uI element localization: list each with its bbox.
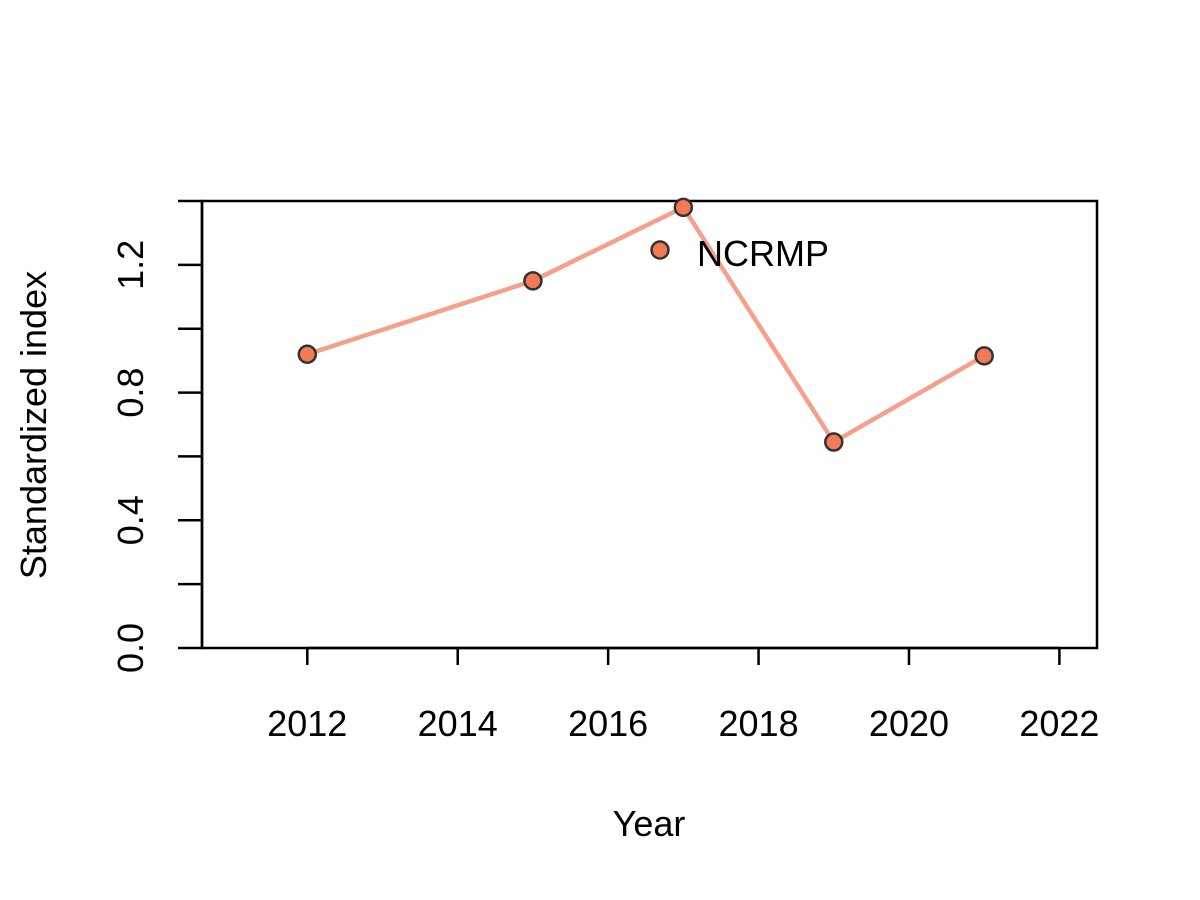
y-tick-label-0.8: 0.8 [110,368,151,418]
x-tick-label-2014: 2014 [418,703,498,744]
series-line [306,205,986,445]
axes: 2012 2014 2016 2018 2020 2022 0.0 0.4 0.8 1.2 [110,199,1099,744]
data-point-2015 [523,271,543,291]
data-point-2017 [673,197,694,218]
legend-marker [650,240,670,260]
x-tick-label-2016: 2016 [568,703,648,744]
data-series [297,197,994,452]
legend-label: NCRMP [697,233,829,274]
y-tick-label-0.4: 0.4 [110,495,151,545]
x-axis-title: Year [613,803,686,844]
data-point-2012 [297,344,318,365]
data-point-2021 [974,346,994,366]
y-tick-label-0.0: 0.0 [110,623,151,673]
data-point-2019 [824,432,844,452]
x-tick-label-2022: 2022 [1019,703,1099,744]
y-axis-title: Standardized index [13,271,54,579]
plot-frame [200,199,1099,650]
x-tick-label-2020: 2020 [869,703,949,744]
x-tick-label-2012: 2012 [267,703,347,744]
x-tick-label-2018: 2018 [719,703,799,744]
y-tick-label-1.2: 1.2 [110,240,151,290]
legend: NCRMP [650,233,829,274]
